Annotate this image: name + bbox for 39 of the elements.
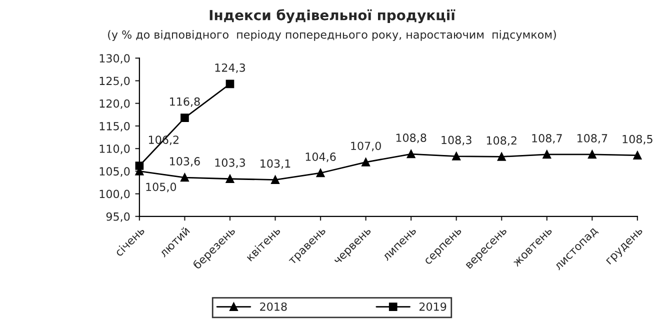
data-label: 108,7 xyxy=(532,134,562,144)
y-tick-label: 120,0 xyxy=(100,99,130,109)
point xyxy=(226,174,234,184)
y-tick-label: 125,0 xyxy=(100,76,130,86)
data-label: 107,0 xyxy=(351,142,381,152)
point xyxy=(588,150,596,159)
y-tick-label: 115,0 xyxy=(100,122,130,132)
data-label: 108,7 xyxy=(577,134,608,144)
data-label: 108,5 xyxy=(622,134,652,144)
data-label: 108,3 xyxy=(442,136,472,146)
y-tick-label: 100,0 xyxy=(100,190,130,200)
y-tick-label: 130,0 xyxy=(100,54,130,64)
point xyxy=(542,150,552,159)
data-label: 108,2 xyxy=(486,136,516,146)
point xyxy=(180,114,189,122)
legend-label: 2018 xyxy=(260,302,287,311)
data-label: 124,3 xyxy=(215,63,245,73)
point xyxy=(362,158,370,166)
point xyxy=(226,80,234,88)
point xyxy=(633,151,642,160)
point xyxy=(497,152,506,161)
point xyxy=(452,152,461,160)
chart-title: Індекси будівельної продукції xyxy=(210,9,456,24)
point xyxy=(271,176,280,184)
data-label: 103,1 xyxy=(260,159,290,169)
y-tick-label: 110,0 xyxy=(100,144,130,154)
data-label: 103,3 xyxy=(215,158,245,168)
data-label: 104,6 xyxy=(306,152,336,162)
point xyxy=(180,173,189,182)
point xyxy=(406,150,416,158)
y-tick-label: 105,0 xyxy=(100,167,130,177)
legend-label: 2019 xyxy=(419,302,446,311)
y-tick-label: 95,0 xyxy=(106,212,130,222)
point xyxy=(316,168,325,178)
data-label: 108,8 xyxy=(396,134,426,144)
chart-subtitle: (у % до відповідного періоду попереднього року, наростаючим підсумком) xyxy=(108,30,556,41)
data-label: 105,0 xyxy=(146,182,176,192)
data-label: 103,6 xyxy=(170,157,200,167)
data-label: 116,8 xyxy=(170,97,200,107)
